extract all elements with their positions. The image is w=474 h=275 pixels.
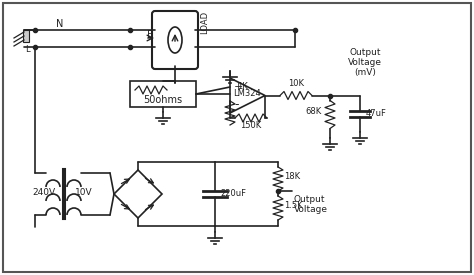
Text: 68K: 68K [306,108,322,117]
Text: 47uF: 47uF [366,109,387,118]
Text: 240V: 240V [32,188,55,197]
Text: 150K: 150K [240,121,262,130]
Text: 10K: 10K [288,78,304,87]
FancyBboxPatch shape [152,11,198,69]
Text: 10V: 10V [75,188,93,197]
Text: Output
Voltage: Output Voltage [294,195,328,214]
Text: LM324: LM324 [233,89,261,98]
Text: 1.5K: 1.5K [284,201,302,210]
FancyBboxPatch shape [3,3,471,272]
Text: Output
Voltage
(mV): Output Voltage (mV) [348,48,382,78]
Text: 18K: 18K [284,172,300,181]
FancyBboxPatch shape [130,81,196,107]
FancyBboxPatch shape [23,30,29,42]
Text: 50ohms: 50ohms [144,95,182,105]
Text: E: E [147,30,153,40]
Text: 1K: 1K [237,82,248,91]
Text: -: - [234,98,238,111]
Text: +: + [234,82,243,92]
Text: 220uF: 220uF [220,189,246,199]
Text: L: L [25,45,29,54]
Text: LOAD: LOAD [200,11,209,34]
Text: N: N [56,19,64,29]
